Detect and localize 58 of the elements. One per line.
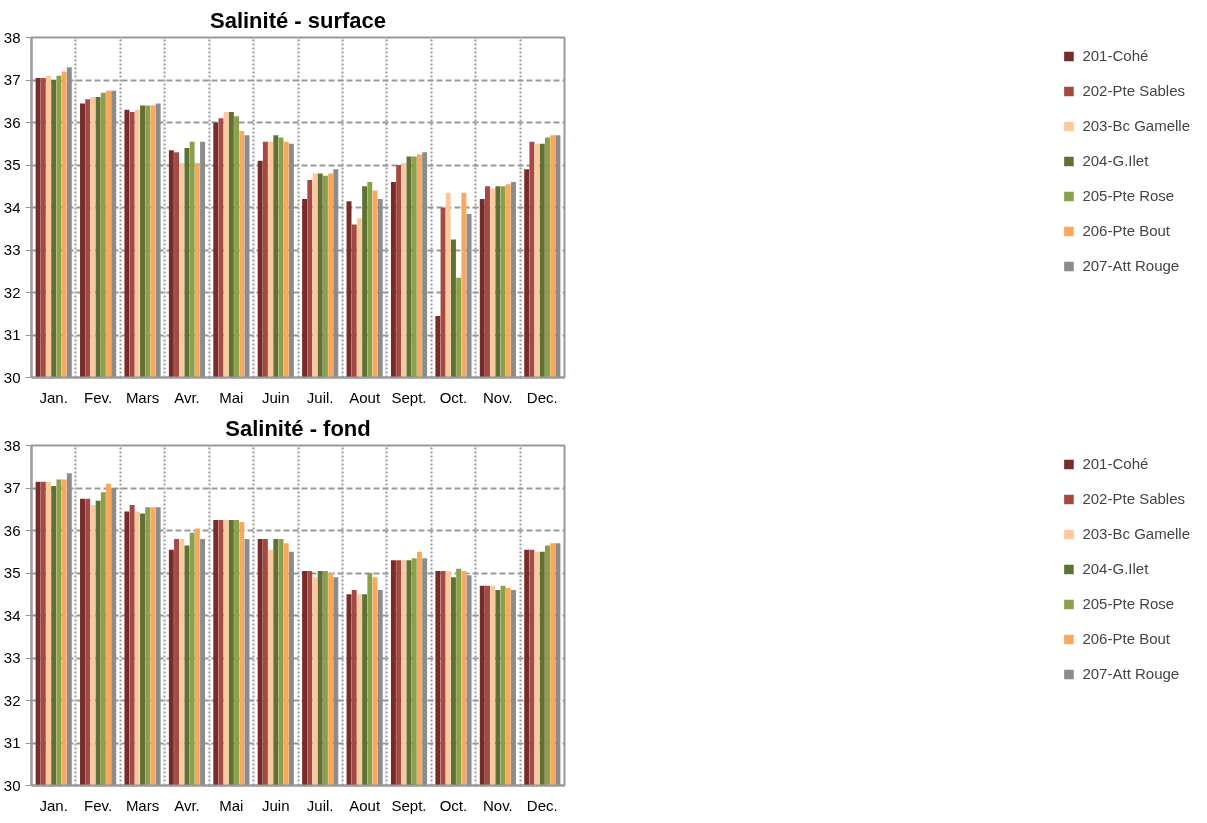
x-tick-label: Nov. <box>483 796 513 814</box>
x-tick-label: Avr. <box>174 388 200 406</box>
x-tick-label: Fev. <box>84 796 113 814</box>
legend-label: 203-Bc Gamelle <box>1082 117 1190 134</box>
x-tick-label: Sept. <box>391 388 427 406</box>
legend-label: 203-Bc Gamelle <box>1082 525 1190 542</box>
legend-label: 202-Pte Sables <box>1082 82 1186 99</box>
y-tick-label: 33 <box>3 241 21 258</box>
y-tick-label: 32 <box>3 283 21 301</box>
legend-label: 204-G.Ilet <box>1082 560 1149 577</box>
legend-label: 202-Pte Sables <box>1082 490 1186 507</box>
x-tick-label: Juil. <box>306 796 334 814</box>
y-tick-label: 38 <box>3 28 21 46</box>
x-tick-label: Aout <box>349 388 381 406</box>
y-tick-label: 30 <box>3 368 21 386</box>
legend-label: 206-Pte Bout <box>1082 222 1170 239</box>
x-tick-label: Jan. <box>39 388 68 406</box>
legend-label: 204-G.Ilet <box>1082 152 1149 169</box>
x-tick-label: Mars <box>125 388 160 406</box>
x-tick-label: Dec. <box>526 388 558 406</box>
y-tick-label: 31 <box>3 734 21 751</box>
y-tick-label: 31 <box>3 326 21 343</box>
x-tick-label: Jan. <box>39 796 68 814</box>
y-tick-label: 34 <box>3 606 21 624</box>
y-tick-label: 34 <box>3 198 21 216</box>
x-tick-label: Mai <box>219 796 244 814</box>
x-tick-label: Juin <box>262 388 290 406</box>
legend-label: 205-Pte Rose <box>1082 187 1175 204</box>
x-tick-label: Mai <box>219 388 244 406</box>
x-tick-label: Mars <box>125 796 160 814</box>
legend-label: 201-Cohé <box>1082 455 1149 472</box>
x-tick-label: Oct. <box>439 388 468 406</box>
y-tick-label: 35 <box>3 156 21 173</box>
x-tick-label: Aout <box>349 796 381 814</box>
y-tick-label: 37 <box>3 71 21 88</box>
y-tick-label: 36 <box>3 521 21 539</box>
y-tick-label: 32 <box>3 691 21 709</box>
legend-label: 205-Pte Rose <box>1082 595 1175 612</box>
x-tick-label: Juil. <box>306 388 334 406</box>
legend-label: 207-Att Rouge <box>1082 665 1180 682</box>
chart-title: Salinité - surface <box>209 7 387 33</box>
y-tick-label: 36 <box>3 113 21 131</box>
y-tick-label: 33 <box>3 649 21 666</box>
y-tick-label: 30 <box>3 776 21 794</box>
x-tick-label: Nov. <box>483 388 513 406</box>
y-tick-label: 37 <box>3 479 21 496</box>
legend-label: 201-Cohé <box>1082 47 1149 64</box>
x-tick-label: Oct. <box>439 796 468 814</box>
x-tick-label: Avr. <box>174 796 200 814</box>
x-tick-label: Fev. <box>84 388 113 406</box>
x-tick-label: Juin <box>262 796 290 814</box>
x-tick-label: Dec. <box>526 796 558 814</box>
chart-title: Salinité - fond <box>225 415 371 441</box>
legend-label: 207-Att Rouge <box>1082 257 1180 274</box>
x-tick-label: Sept. <box>391 796 427 814</box>
legend-label: 206-Pte Bout <box>1082 630 1170 647</box>
y-tick-label: 35 <box>3 564 21 581</box>
y-tick-label: 38 <box>3 436 21 454</box>
